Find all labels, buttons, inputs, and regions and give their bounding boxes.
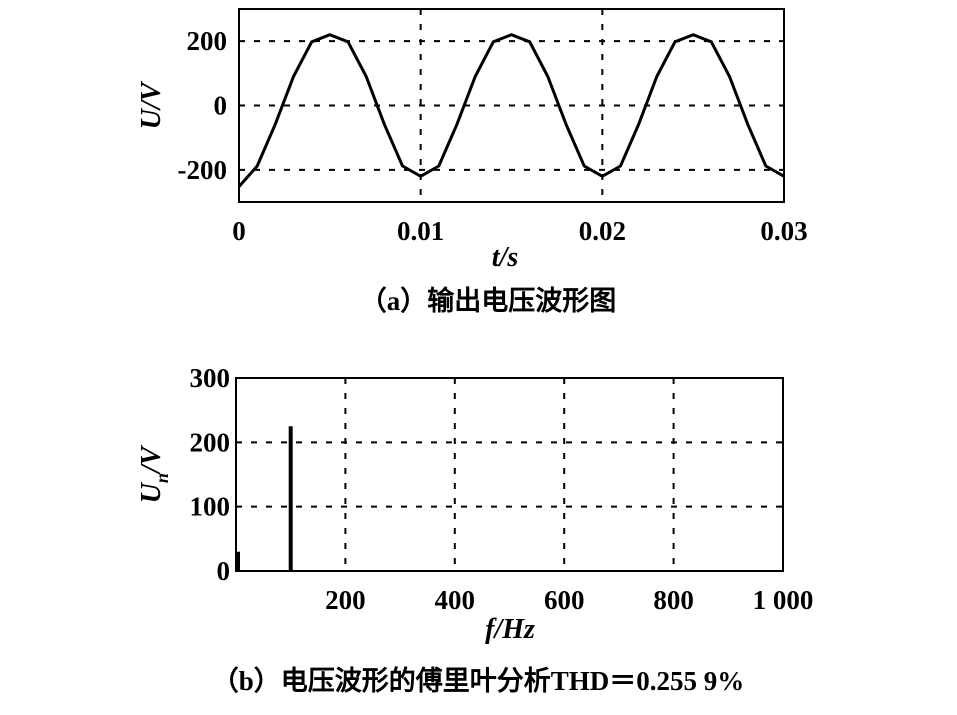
y-tick-label: -200 [178,155,228,185]
plot-frame [238,8,785,203]
x-tick-label: 0.01 [397,216,444,246]
grid [239,9,784,202]
y-tick-label: 0 [214,91,228,121]
x-tick-label: 800 [653,585,694,615]
plot-frame [235,377,784,572]
x-tick-labels: 0 0.01 0.02 0.03 [232,216,807,246]
x-tick-label: 200 [325,585,366,615]
x-tick-label: 0 [232,216,246,246]
voltage-waveform-panel: 200 0 -200 0 0.01 0.02 0.03 U/V t/s （a）输出电压波形… [136,8,808,316]
x-axis-label: f/Hz [485,614,535,645]
y-tick-label: 200 [190,427,231,457]
y-axis-label: U/V [136,80,167,129]
caption-b: （b）电压波形的傅里叶分析THD＝0.255 9% [212,665,745,696]
x-tick-label: 1 000 [753,585,814,615]
y-tick-label: 300 [190,363,231,393]
x-tick-labels: 200 400 600 800 1 000 [325,585,813,615]
grid [236,378,783,571]
x-tick-label: 600 [544,585,585,615]
caption-a: （a）输出电压波形图 [360,285,617,316]
y-tick-labels: 200 0 -200 [178,26,228,185]
y-tick-label: 100 [190,492,231,522]
x-tick-label: 0.03 [760,216,807,246]
voltage-waveform-line [237,33,785,188]
y-tick-label: 0 [217,556,231,586]
harmonic-bars [236,426,293,571]
y-axis-label-subscript: n [152,473,172,483]
x-axis-label: t/s [492,242,519,273]
y-axis-label: Un/V [136,444,172,503]
x-tick-label: 400 [435,585,476,615]
y-axis-label-unit: /V [136,444,167,475]
y-tick-label: 200 [187,26,228,56]
y-tick-labels: 300 200 100 0 [190,363,231,586]
y-axis-label-main: U [136,481,167,503]
x-tick-label: 0.02 [579,216,626,246]
